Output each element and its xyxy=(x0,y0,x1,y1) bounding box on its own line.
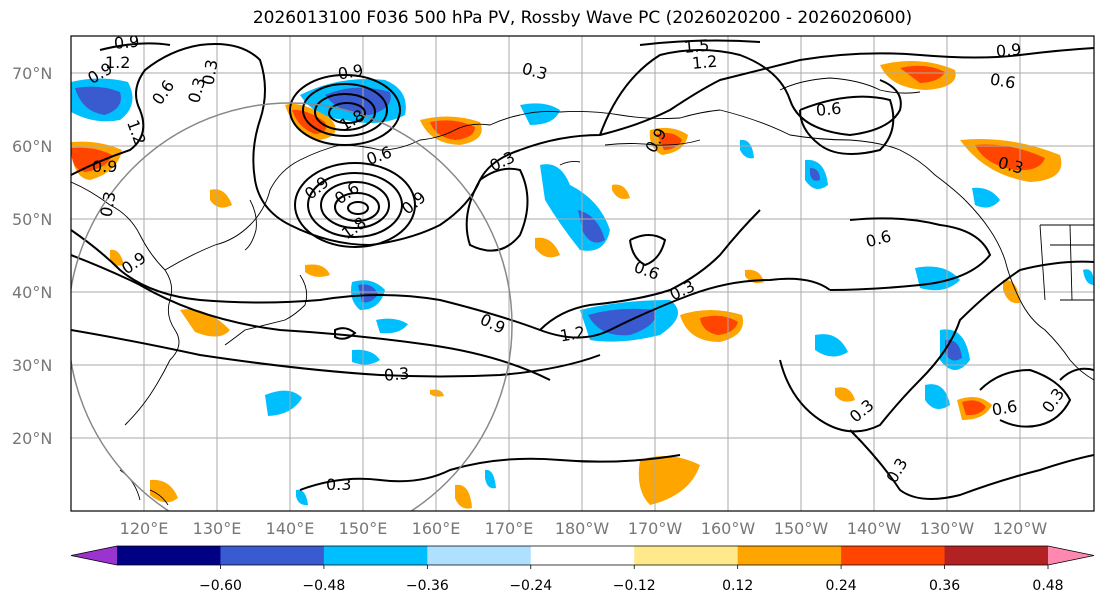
shade-patch xyxy=(71,147,112,172)
pv-contours xyxy=(71,39,1094,500)
colorbar: −0.60 −0.48 −0.36 −0.24 −0.12 0.12 0.24 0.36 0.4… xyxy=(70,545,1095,594)
colorbar-tick-label: 0.36 xyxy=(929,578,960,594)
shade-patch xyxy=(925,384,950,409)
map-title: 2026013100 F036 500 hPa PV, Rossby Wave … xyxy=(252,8,913,28)
shade-patch xyxy=(352,349,380,365)
longitude-labels: 120°E 130°E 140°E 150°E 160°E 170°E 180°… xyxy=(120,519,1048,538)
latitude-labels: 70°N 60°N 50°N 40°N 30°N 20°N xyxy=(12,64,52,448)
contour-label: 0.9 xyxy=(92,157,117,176)
shade-patch xyxy=(305,264,330,277)
colorbar-segment xyxy=(117,546,221,565)
lon-label: 160°W xyxy=(701,519,756,538)
lat-label: 40°N xyxy=(12,283,52,302)
lat-label: 50°N xyxy=(12,210,52,229)
contour-label: 0.6 xyxy=(990,396,1018,419)
contour-label: 1.2 xyxy=(558,322,586,345)
lon-label: 140°W xyxy=(847,519,902,538)
reference-circle xyxy=(71,102,513,511)
shade-patch xyxy=(975,144,1045,171)
lon-label: 120°E xyxy=(120,519,169,538)
colorbar-segment xyxy=(737,546,842,565)
contour-label: 0.9 xyxy=(113,32,140,53)
map-area: 1.2 0.6 0.3 0.9 1.2 0.9 0.3 0.9 0.6 1.8 … xyxy=(71,32,1094,511)
shade-patch xyxy=(376,318,408,334)
colorbar-segment xyxy=(634,546,739,565)
shade-patch xyxy=(740,139,754,159)
lon-label: 170°W xyxy=(628,519,683,538)
lon-label: 150°W xyxy=(774,519,829,538)
lat-label: 60°N xyxy=(12,137,52,156)
colorbar-tick-label: −0.48 xyxy=(302,578,345,594)
shade-patch xyxy=(455,484,472,509)
contour-label: 0.6 xyxy=(815,99,842,120)
shade-patch xyxy=(1083,269,1094,285)
contour-label: 0.3 xyxy=(383,364,410,385)
colorbar-extend-low xyxy=(71,546,117,565)
shade-patch xyxy=(265,390,302,416)
contour-label: 1.2 xyxy=(691,52,718,73)
shade-patch xyxy=(75,86,121,115)
contour-label: 0.9 xyxy=(995,40,1022,61)
colorbar-tick-label: −0.12 xyxy=(613,578,656,594)
contour-label: 1.2 xyxy=(105,53,130,72)
shade-patch xyxy=(835,387,855,402)
colorbar-segment xyxy=(427,546,532,565)
lon-label: 180°W xyxy=(555,519,610,538)
lon-label: 140°E xyxy=(266,519,315,538)
lon-label: 170°E xyxy=(485,519,534,538)
shade-patch xyxy=(210,189,232,208)
shade-patch xyxy=(815,334,848,357)
lon-label: 120°W xyxy=(993,519,1048,538)
contour-label: 0.9 xyxy=(336,60,364,83)
shade-patch xyxy=(638,456,700,505)
shade-patch xyxy=(900,65,945,83)
shade-patch xyxy=(110,249,124,266)
shade-patch xyxy=(430,120,475,140)
map-frame xyxy=(70,35,1095,512)
colorbar-tick-label: 0.24 xyxy=(826,578,857,594)
shade-patch xyxy=(810,168,820,181)
lon-label: 160°E xyxy=(412,519,461,538)
contour-label: 0.3 xyxy=(198,58,221,86)
shade-patch xyxy=(972,187,1000,208)
shade-patch xyxy=(535,237,560,258)
contour-label: 0.6 xyxy=(989,69,1017,92)
colorbar-tick-label: 0.48 xyxy=(1032,578,1063,594)
colorbar-tick-label: −0.36 xyxy=(406,578,449,594)
lon-label: 150°E xyxy=(339,519,388,538)
colorbar-segment xyxy=(323,546,428,565)
lat-label: 20°N xyxy=(12,429,52,448)
colorbar-tick-label: −0.24 xyxy=(509,578,552,594)
shade-patch xyxy=(296,489,308,506)
shade-patch xyxy=(962,400,986,416)
colorbar-segment xyxy=(530,546,635,565)
shade-patch xyxy=(485,469,496,489)
shade-patch xyxy=(430,389,444,397)
colorbar-segment xyxy=(944,546,1049,565)
colorbar-outline xyxy=(70,545,1095,566)
shade-patch xyxy=(292,109,327,134)
lon-label: 130°W xyxy=(920,519,975,538)
contour-label: 1.5 xyxy=(683,36,710,57)
colorbar-segment xyxy=(841,546,946,565)
lat-label: 70°N xyxy=(12,64,52,83)
graticule xyxy=(71,36,1094,511)
contour-label: 0.3 xyxy=(96,190,119,218)
shade-patch xyxy=(520,103,560,125)
colorbar-tick-label: 0.12 xyxy=(722,578,753,594)
shade-patch xyxy=(578,210,605,243)
shade-patch xyxy=(150,479,178,503)
colorbar-segment xyxy=(220,546,325,565)
lat-label: 30°N xyxy=(12,356,52,375)
lon-label: 130°E xyxy=(193,519,242,538)
colorbar-extend-high xyxy=(1048,546,1094,565)
contour-label: 0.3 xyxy=(326,475,351,494)
shade-patch xyxy=(612,184,630,199)
colorbar-tick-label: −0.60 xyxy=(199,578,242,594)
